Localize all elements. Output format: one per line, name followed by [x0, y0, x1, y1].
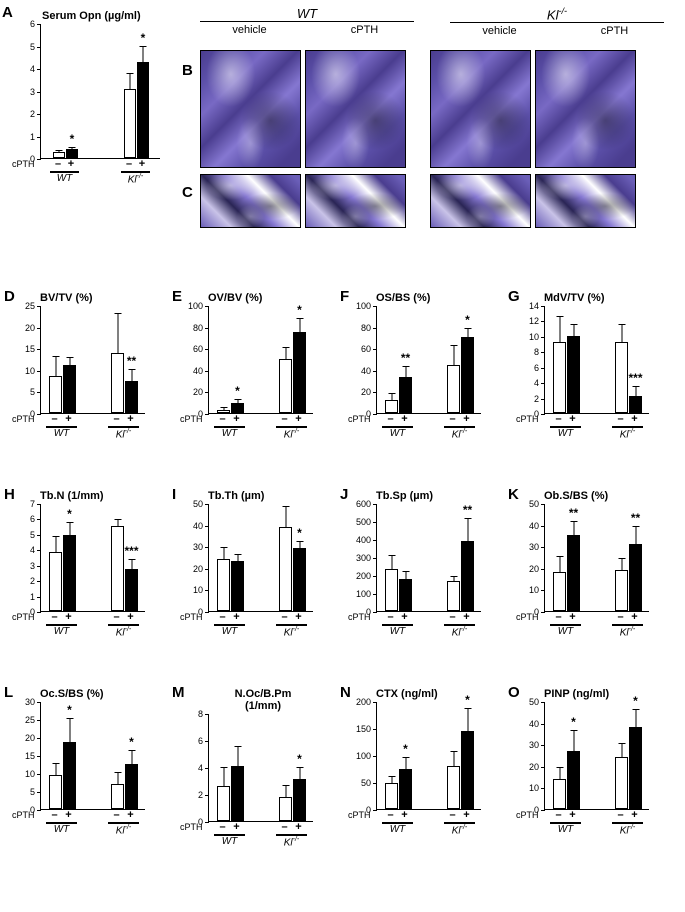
histo-sub-cpth: cPTH	[559, 24, 670, 37]
histo-sub-vehicle: vehicle	[444, 24, 555, 37]
x-axis: cPTH–+WT–+Kl-/-	[544, 414, 649, 444]
chart-title: Oc.S/BS (%)	[20, 688, 165, 700]
histo-c-wt-veh	[200, 174, 301, 228]
plot-area: 051015202530**	[40, 702, 145, 810]
panel-label-i: I	[172, 486, 176, 503]
panel-label-j: J	[340, 486, 348, 503]
plot-area: 020406080100***	[376, 306, 481, 414]
panel-label-c: C	[182, 184, 193, 201]
plot-area: 01234567****	[40, 504, 145, 612]
chart-f: OS/BS (%) 020406080100***cPTH–+WT–+Kl-/-	[356, 292, 501, 444]
chart-title: Tb.Th (µm)	[188, 490, 333, 502]
chart-title: Serum Opn (µg/ml)	[22, 10, 172, 22]
plot-area: 02468*	[208, 714, 313, 822]
histo-b-kl-veh	[430, 50, 531, 168]
chart-n: CTX (ng/ml) 050100150200**cPTH–+WT–+Kl-/-	[356, 688, 501, 840]
histo-sub-cpth: cPTH	[309, 23, 420, 36]
plot-area: 01020304050**	[544, 702, 649, 810]
chart-e: OV/BV (%) 020406080100**cPTH–+WT–+Kl-/-	[188, 292, 333, 444]
chart-title: PINP (ng/ml)	[524, 688, 669, 700]
plot-area: 0123456**	[40, 24, 160, 159]
plot-area: 01020304050*	[208, 504, 313, 612]
x-axis: cPTH–+WT–+Kl-/-	[544, 810, 649, 840]
histology-block: WT vehicle cPTH Kl-/- vehicle cPTH	[192, 6, 672, 37]
chart-h: Tb.N (1/mm) 01234567****cPTH–+WT–+Kl-/-	[20, 490, 165, 642]
panel-label-n: N	[340, 684, 351, 701]
plot-area: 02468101214***	[544, 306, 649, 414]
x-axis: cPTH–+WT–+Kl-/-	[208, 414, 313, 444]
x-axis: cPTH–+WT–+Kl-/-	[208, 822, 313, 852]
chart-title: Ob.S/BS (%)	[524, 490, 669, 502]
x-axis: cPTH–+WT–+Kl-/-	[40, 612, 145, 642]
x-axis: cPTH–+WT–+Kl-/-	[376, 414, 481, 444]
histo-header-kl: Kl-/-	[442, 6, 672, 22]
histo-c-kl-veh	[430, 174, 531, 228]
chart-title: Tb.N (1/mm)	[20, 490, 165, 502]
chart-title: MdV/TV (%)	[524, 292, 669, 304]
panel-label-h: H	[4, 486, 15, 503]
panel-label-d: D	[4, 288, 15, 305]
chart-title: N.Oc/B.Pm(1/mm)	[188, 688, 333, 712]
panel-label-f: F	[340, 288, 349, 305]
histo-c-wt-cpth	[305, 174, 406, 228]
chart-serum-opn: Serum Opn (µg/ml) 0123456** cPTH–+WT–+Kl…	[22, 10, 172, 189]
chart-title: CTX (ng/ml)	[356, 688, 501, 700]
x-axis: cPTH–+WT–+Kl-/-	[40, 810, 145, 840]
histo-b-wt-veh	[200, 50, 301, 168]
panel-label-m: M	[172, 684, 185, 701]
histo-header-wt: WT	[192, 6, 422, 21]
chart-title: BV/TV (%)	[20, 292, 165, 304]
x-axis: cPTH–+WT–+Kl-/-	[376, 612, 481, 642]
chart-title: Tb.Sp (µm)	[356, 490, 501, 502]
panel-label-a: A	[2, 4, 13, 21]
histo-b-kl-cpth	[535, 50, 636, 168]
histo-sub-vehicle: vehicle	[194, 23, 305, 36]
panel-label-l: L	[4, 684, 13, 701]
plot-area: 0510152025**	[40, 306, 145, 414]
panel-label-k: K	[508, 486, 519, 503]
chart-i: Tb.Th (µm) 01020304050*cPTH–+WT–+Kl-/-	[188, 490, 333, 642]
x-axis: cPTH–+WT–+Kl-/-	[40, 159, 160, 189]
panel-label-o: O	[508, 684, 520, 701]
histo-c-kl-cpth	[535, 174, 636, 228]
x-axis: cPTH–+WT–+Kl-/-	[40, 414, 145, 444]
histo-row-b	[200, 50, 636, 168]
chart-o: PINP (ng/ml) 01020304050**cPTH–+WT–+Kl-/-	[524, 688, 669, 840]
x-axis: cPTH–+WT–+Kl-/-	[208, 612, 313, 642]
chart-m: N.Oc/B.Pm(1/mm)02468*cPTH–+WT–+Kl-/-	[188, 688, 333, 852]
chart-k: Ob.S/BS (%) 01020304050****cPTH–+WT–+Kl-/…	[524, 490, 669, 642]
chart-d: BV/TV (%) 0510152025**cPTH–+WT–+Kl-/-	[20, 292, 165, 444]
panel-label-b: B	[182, 62, 193, 79]
chart-title: OS/BS (%)	[356, 292, 501, 304]
chart-l: Oc.S/BS (%) 051015202530**cPTH–+WT–+Kl-/-	[20, 688, 165, 840]
panel-label-g: G	[508, 288, 520, 305]
chart-title: OV/BV (%)	[188, 292, 333, 304]
plot-area: 01020304050****	[544, 504, 649, 612]
x-axis: cPTH–+WT–+Kl-/-	[376, 810, 481, 840]
chart-j: Tb.Sp (µm) 0100200300400500600**cPTH–+WT–…	[356, 490, 501, 642]
histo-row-c	[200, 174, 636, 228]
chart-g: MdV/TV (%) 02468101214***cPTH–+WT–+Kl-/-	[524, 292, 669, 444]
plot-area: 0100200300400500600**	[376, 504, 481, 612]
plot-area: 050100150200**	[376, 702, 481, 810]
histo-b-wt-cpth	[305, 50, 406, 168]
x-axis: cPTH–+WT–+Kl-/-	[544, 612, 649, 642]
panel-label-e: E	[172, 288, 182, 305]
plot-area: 020406080100**	[208, 306, 313, 414]
